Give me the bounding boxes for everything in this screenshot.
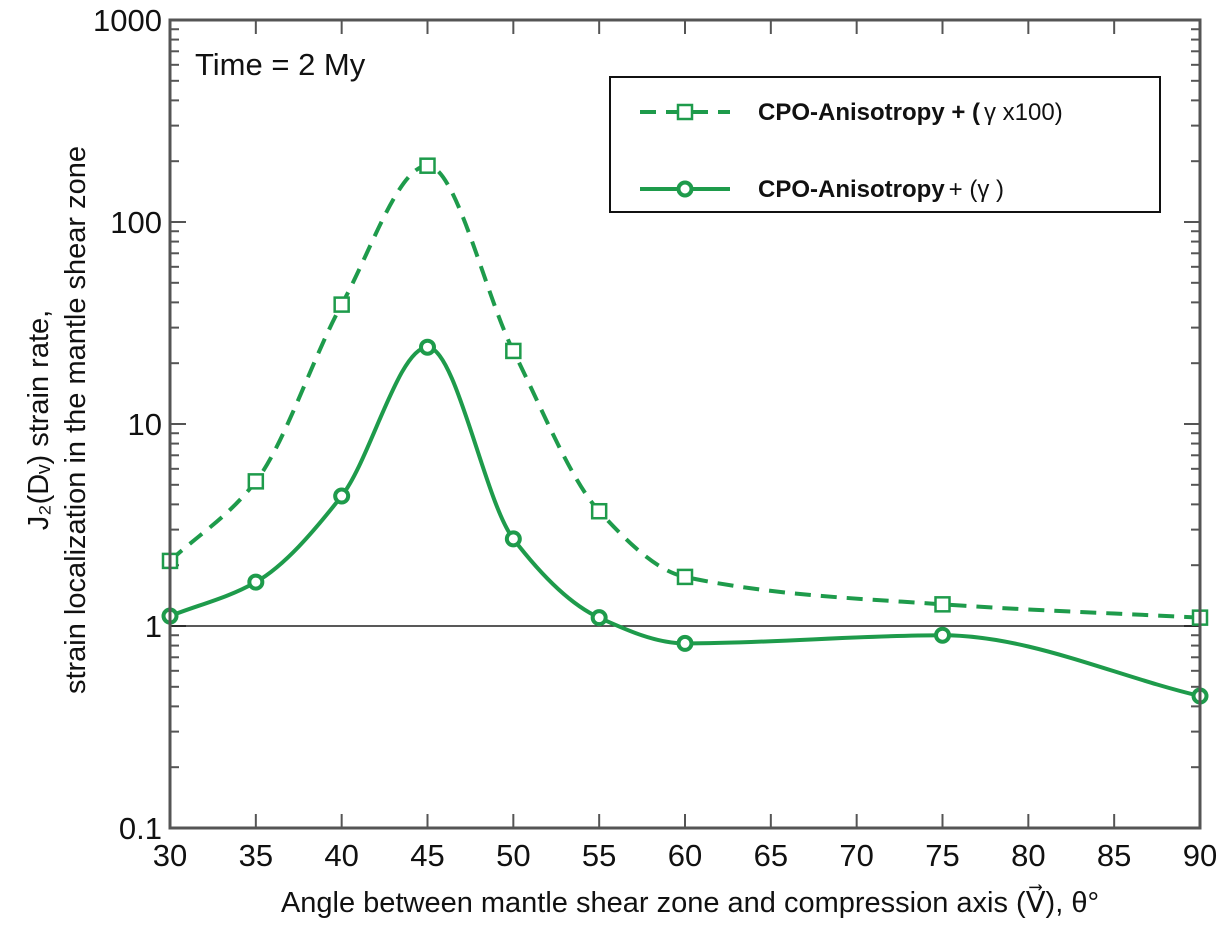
x-tick-label: 65 [754,838,788,873]
data-point-circle [676,634,694,652]
legend-label: CPO-Anisotropy + (γ x100) [758,99,1063,126]
x-tick-label: 30 [153,838,187,873]
legend-marker-circle [676,180,694,198]
series-layer [161,157,1209,705]
legend-label-rest: x100) [996,99,1063,126]
x-tick-label: 80 [1011,838,1045,873]
x-tick-label: 75 [925,838,959,873]
y-axis-label-line1: J₂(Dᵥ) strain rate, [23,310,55,530]
x-tick-label: 55 [582,838,616,873]
legend-marker-square [676,103,694,121]
y-tick-label: 1 [145,609,162,644]
data-point-circle [333,487,351,505]
data-point-square [419,157,436,174]
time-annotation: Time = 2 My [195,47,366,82]
x-tick-label: 85 [1097,838,1131,873]
legend-label-bold: CPO-Anisotropy + ( [758,99,980,126]
data-point-circle [247,573,265,591]
x-tick-label: 45 [410,838,444,873]
legend: CPO-Anisotropy + (γ x100) CPO-Anisotropy +… [609,76,1161,213]
y-tick-label: 0.1 [119,811,162,846]
axis-tick-labels: 30 35 40 45 50 55 60 65 70 75 80 85 90 0.1 1 10 100 1000 [93,3,1217,873]
x-tick-label: 60 [668,838,702,873]
legend-label-bold: CPO-Anisotropy [758,176,945,203]
legend-box [609,76,1161,213]
x-tick-label: 70 [839,838,873,873]
plot-frame [168,18,1202,830]
data-point-square [333,296,350,313]
data-point-circle [590,609,608,627]
x-tick-label: 90 [1183,838,1217,873]
y-tick-label: 1000 [93,3,162,38]
data-point-square [505,342,522,360]
series-line-square [168,163,1201,620]
x-axis-label: Angle between mantle shear zone and comp… [281,884,1099,919]
data-point-square [676,568,694,586]
x-tick-label: 40 [324,838,358,873]
y-tick-label: 100 [110,205,162,240]
legend-label-symbol: + (γ ) [949,176,1004,203]
x-tick-label: 50 [496,838,530,873]
data-point-square [247,473,265,490]
y-tick-label: 10 [128,407,162,442]
data-point-circle [934,626,951,644]
data-point-square [934,596,951,613]
y-axis-label-line2: strain localization in the mantle shear … [60,146,92,694]
x-tick-label: 35 [239,838,273,873]
legend-label: CPO-Anisotropy + (γ ) [758,176,1004,203]
data-point-circle [504,530,522,548]
data-point-circle [419,338,436,356]
legend-label-symbol: γ [984,99,996,126]
data-point-square [590,502,608,520]
